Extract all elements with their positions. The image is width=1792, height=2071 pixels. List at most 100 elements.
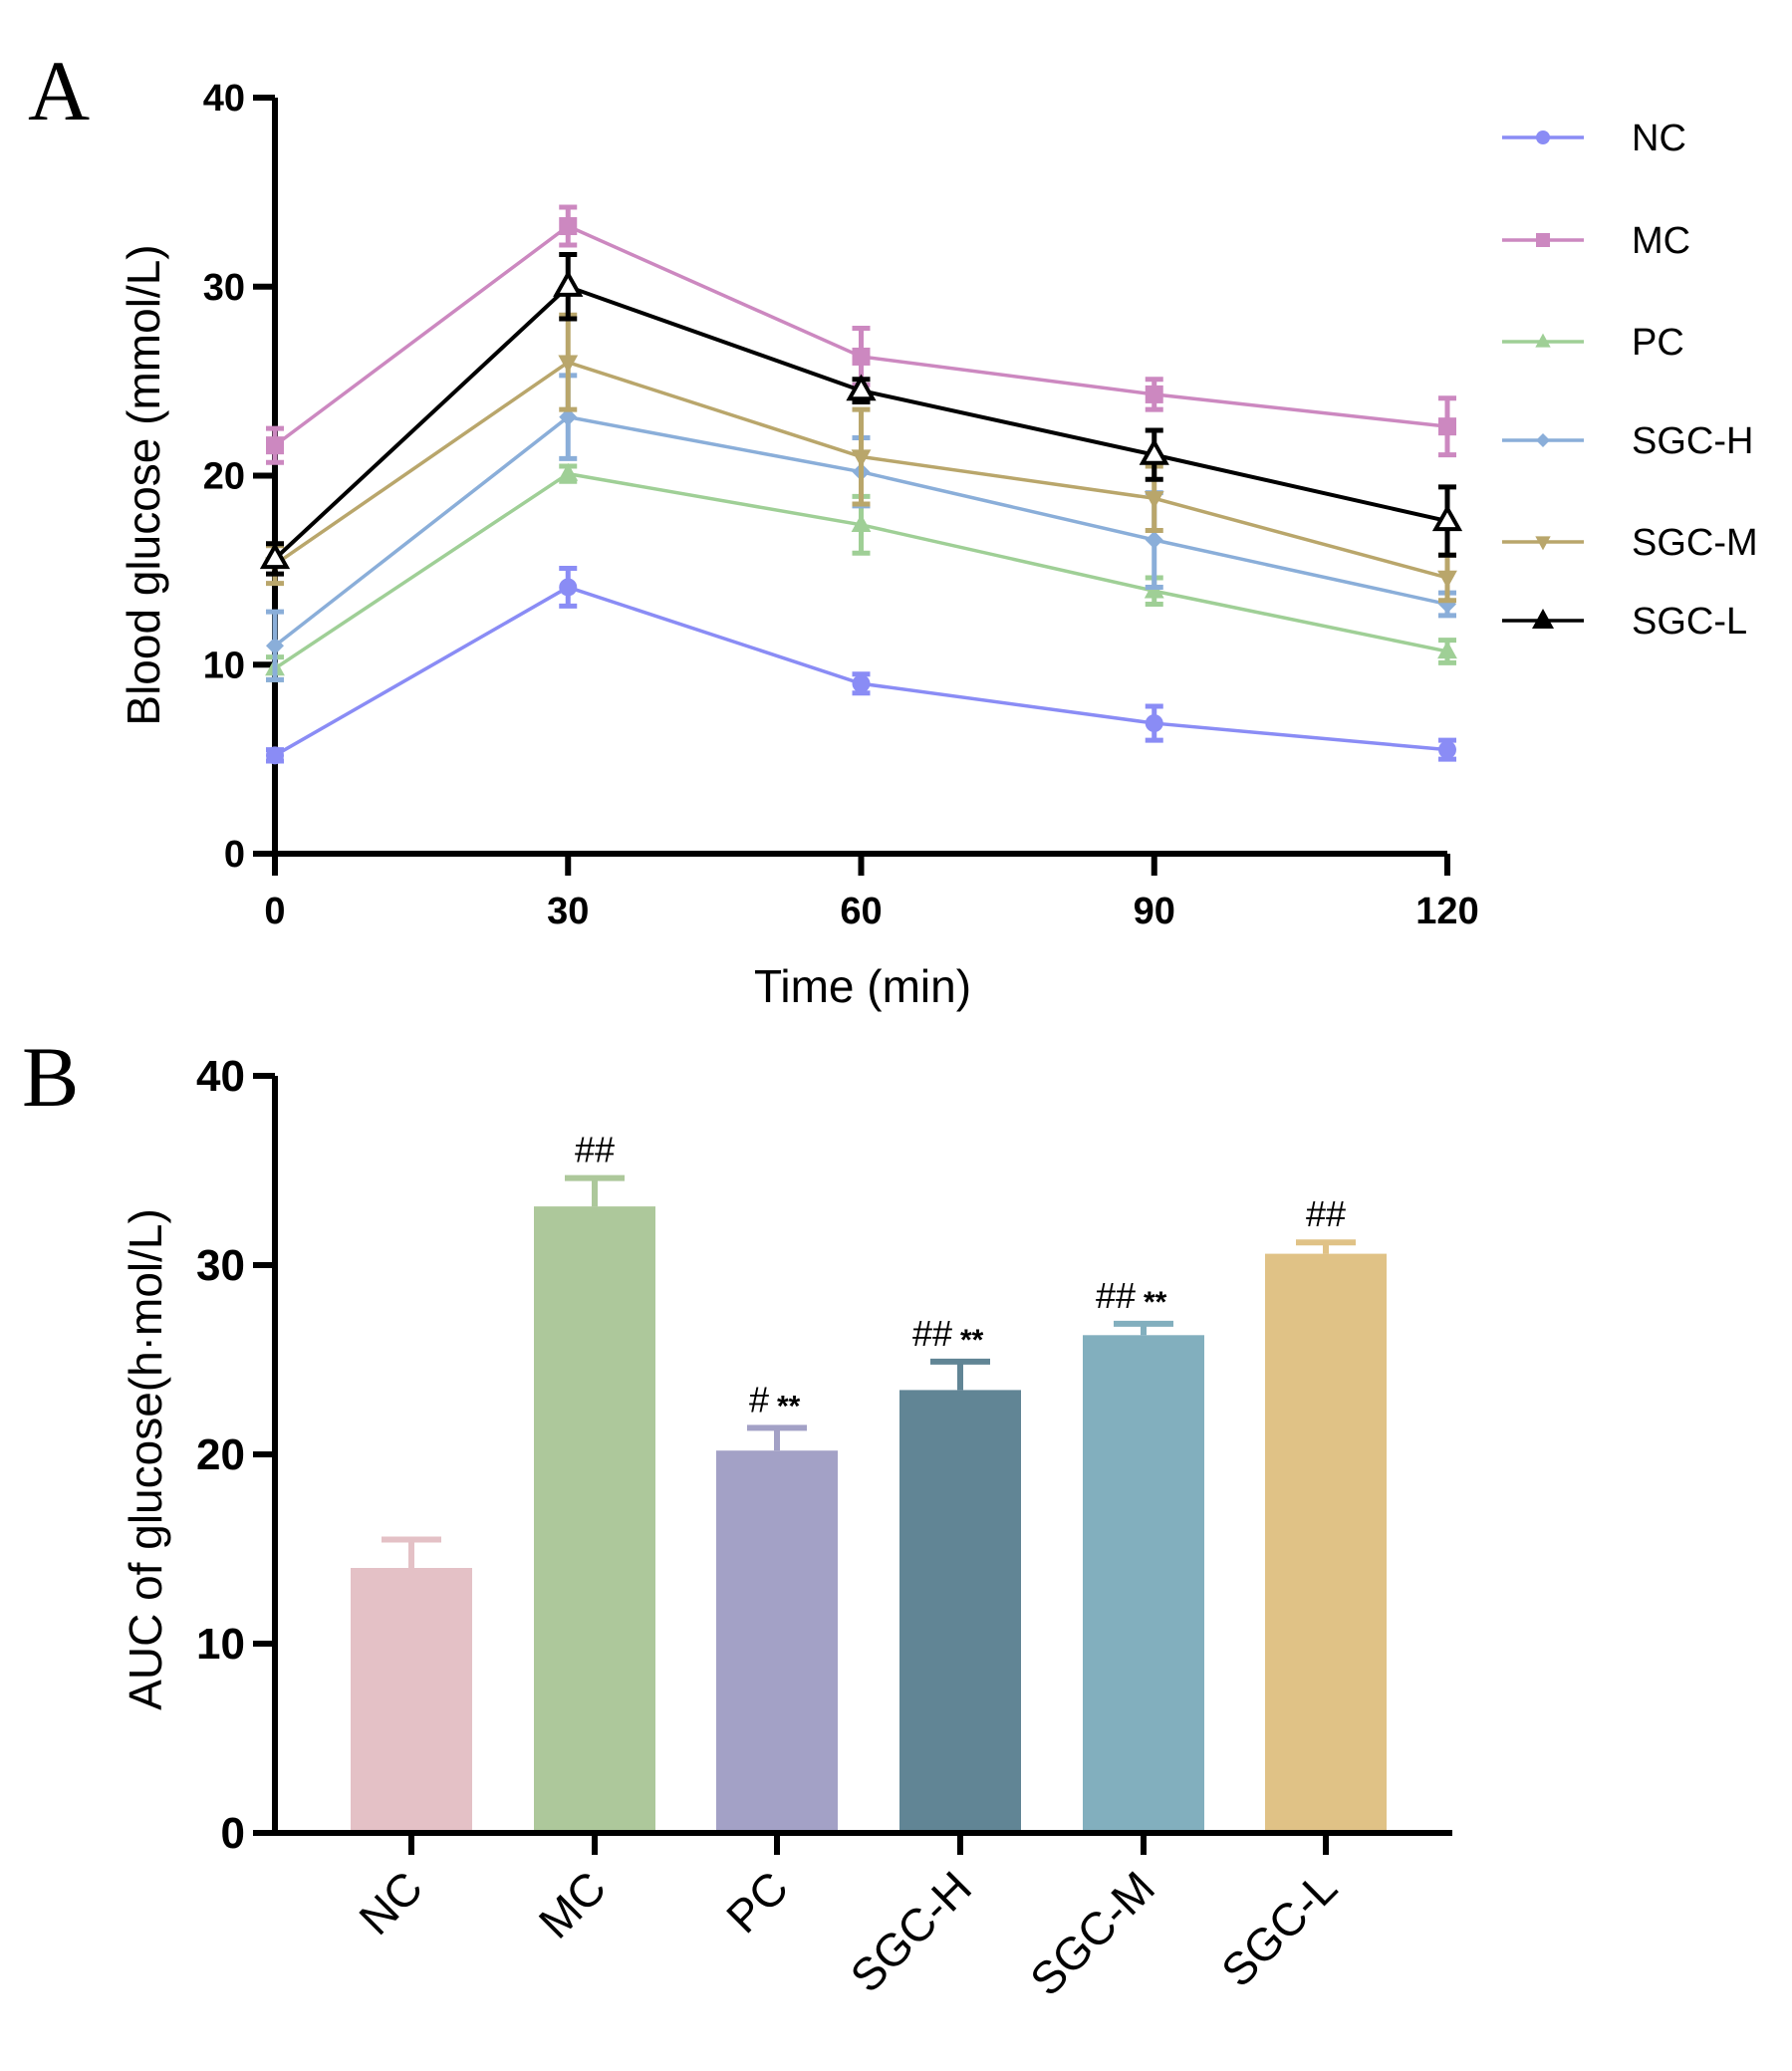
legend-item-sgc-h: SGC-H — [1502, 420, 1753, 462]
panel-a-y-tick-label: 20 — [203, 456, 245, 498]
significance-hash: ## — [1096, 1275, 1136, 1316]
panel-a-x-tick-label: 0 — [264, 891, 285, 932]
panel-a-point-sgc-l — [553, 270, 584, 297]
significance-hash: ## — [912, 1313, 952, 1354]
panel-a-point-mc — [559, 217, 578, 236]
panel-b-bars: ### **## **## **## — [351, 1130, 1387, 1833]
panel-b-y-tick-label: 20 — [196, 1430, 245, 1479]
panel-b-category-label: NC — [349, 1861, 432, 1944]
significance-star: ** — [1144, 1286, 1167, 1319]
legend-item-pc: PC — [1502, 322, 1684, 364]
panel-a-x-axis-title: Time (min) — [754, 960, 971, 1012]
panel-a-series — [259, 204, 1463, 765]
panel-b-letter: B — [22, 1029, 79, 1125]
panel-a-point-mc — [852, 347, 871, 366]
panel-a-y-axis-title: Blood glucose (mmol/L) — [118, 244, 169, 725]
panel-b-category-label: MC — [529, 1861, 616, 1947]
panel-a-point-sgc-m — [1437, 570, 1457, 589]
significance-hash: # — [749, 1379, 769, 1420]
bar-group-mc: ## — [534, 1130, 655, 1833]
significance-star: ** — [777, 1390, 801, 1423]
panel-a-point-sgc-l — [1139, 437, 1169, 465]
legend-label: SGC-L — [1632, 601, 1747, 643]
panel-b-category-label: PC — [716, 1861, 798, 1942]
bar-group-pc: # ** — [716, 1379, 838, 1833]
panel-a-x-tick-label: 120 — [1415, 891, 1478, 932]
panel-a-x-tick-label: 60 — [840, 891, 882, 932]
panel-a-point-sgc-l — [259, 542, 291, 570]
panel-b-y-tick-label: 30 — [196, 1241, 245, 1290]
panel-a-point-sgc-h — [266, 637, 284, 655]
panel-a-x-tick-label: 30 — [547, 891, 589, 932]
bar-mc — [534, 1206, 655, 1833]
panel-b-category-label: SGC-H — [840, 1861, 981, 2002]
bar-group-sgc-l: ## — [1265, 1193, 1387, 1833]
legend-marker — [1536, 233, 1550, 247]
legend-item-nc: NC — [1502, 118, 1686, 159]
panel-a-axes: 0 10 20 30 40 0 30 60 90 120 — [203, 78, 1479, 932]
panel-a-series-mc — [266, 204, 1456, 465]
legend-label: SGC-H — [1632, 420, 1753, 462]
panel-a-point-sgc-l — [1431, 504, 1463, 532]
legend-marker — [1535, 536, 1551, 551]
legend-marker — [1535, 333, 1551, 348]
panel-a-point-mc — [266, 436, 284, 455]
panel-a-point-sgc-h — [1145, 531, 1163, 550]
panel-a-point-pc — [558, 462, 579, 481]
panel-b-y-tick-label: 0 — [221, 1809, 245, 1858]
panel-a-series-sgc-l — [259, 251, 1463, 577]
legend-label: NC — [1632, 118, 1686, 159]
panel-a-point-nc — [559, 578, 578, 597]
panel-a-point-sgc-l — [846, 374, 877, 401]
panel-a-point-nc — [852, 674, 871, 693]
panel-a-point-sgc-m — [558, 355, 579, 374]
panel-b-bar-chart: B AUC of glucose(h·mol/L) ### **## **## **#… — [22, 1029, 1452, 2005]
panel-a-y-tick-label: 10 — [203, 645, 245, 686]
legend-marker — [1532, 609, 1554, 629]
legend-label: MC — [1632, 220, 1690, 262]
panel-a-series-nc — [266, 565, 1456, 765]
panel-a-legend: NC MC PC SGC-H SGC-M SGC-L — [1502, 118, 1758, 643]
significance-hash: ## — [1306, 1193, 1346, 1234]
panel-a-line-nc — [274, 585, 1448, 757]
panel-a-y-tick-label: 40 — [203, 78, 245, 120]
legend-label: SGC-M — [1632, 522, 1758, 564]
legend-marker — [1536, 433, 1550, 447]
bar-sgc-l — [1265, 1253, 1387, 1833]
legend-label: PC — [1632, 322, 1684, 364]
panel-a-letter: A — [28, 43, 90, 138]
panel-a-point-mc — [1438, 417, 1456, 436]
bar-sgc-m — [1083, 1335, 1204, 1833]
legend-item-sgc-m: SGC-M — [1502, 522, 1758, 564]
panel-a-point-nc — [1145, 714, 1163, 733]
significance-star: ** — [960, 1324, 984, 1357]
panel-a-y-tick-label: 30 — [203, 267, 245, 309]
panel-a-point-nc — [266, 746, 284, 765]
panel-a-point-pc — [1437, 641, 1457, 659]
panel-b-y-tick-label: 40 — [196, 1052, 245, 1101]
panel-a-point-sgc-m — [1144, 491, 1164, 510]
bar-pc — [716, 1450, 838, 1833]
bar-group-nc — [351, 1536, 472, 1833]
legend-marker — [1536, 130, 1550, 144]
panel-a-point-nc — [1438, 740, 1456, 759]
panel-b-y-tick-label: 10 — [196, 1620, 245, 1669]
panel-a-point-mc — [1145, 385, 1163, 403]
bar-group-sgc-h: ## ** — [899, 1313, 1021, 1833]
panel-b-category-label: SGC-M — [1020, 1861, 1164, 2005]
bar-group-sgc-m: ## ** — [1083, 1275, 1204, 1833]
legend-item-sgc-l: SGC-L — [1502, 601, 1747, 643]
panel-b-category-label: SGC-L — [1211, 1861, 1347, 1996]
panel-b-y-axis-title: AUC of glucose(h·mol/L) — [120, 1208, 171, 1710]
panel-a-y-tick-label: 0 — [224, 834, 245, 876]
bar-nc — [351, 1568, 472, 1833]
panel-a-line-chart: A Blood glucose (mmol/L) Time (min) 0 10 2… — [28, 43, 1758, 1012]
legend-item-mc: MC — [1502, 220, 1690, 262]
panel-a-point-sgc-h — [559, 407, 578, 426]
bar-sgc-h — [899, 1390, 1021, 1833]
panel-a-point-pc — [851, 514, 872, 533]
panel-a-point-sgc-m — [851, 449, 872, 468]
panel-a-x-tick-label: 90 — [1134, 891, 1175, 932]
significance-hash: ## — [575, 1130, 615, 1170]
